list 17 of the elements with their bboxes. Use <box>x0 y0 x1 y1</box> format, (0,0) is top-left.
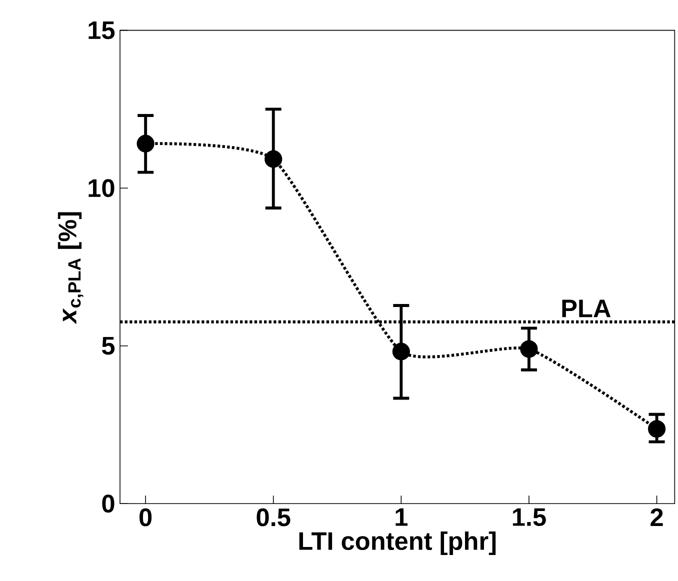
y-axis-title: x$_{c,PLA}$ [%] <box>58 212 84 324</box>
y-tick-label: 15 <box>88 22 115 40</box>
point <box>392 342 410 360</box>
ref-line-label: PLA <box>562 300 611 318</box>
x-tick-label: 0.5 <box>256 508 290 526</box>
y-tick-label: 5 <box>102 337 115 355</box>
point <box>136 134 154 152</box>
y-tick-label: 0 <box>102 494 114 513</box>
point <box>520 340 538 358</box>
x-tick-label: 1.5 <box>512 508 546 526</box>
y-tick-label: 10 <box>88 179 114 198</box>
point <box>264 150 282 168</box>
x-tick-label: 1 <box>396 508 408 526</box>
point <box>648 420 666 438</box>
x-axis-title: LTI content [phr] <box>299 531 496 556</box>
x-tick-label: 2 <box>650 508 663 526</box>
x-tick-label: 0 <box>140 508 152 526</box>
